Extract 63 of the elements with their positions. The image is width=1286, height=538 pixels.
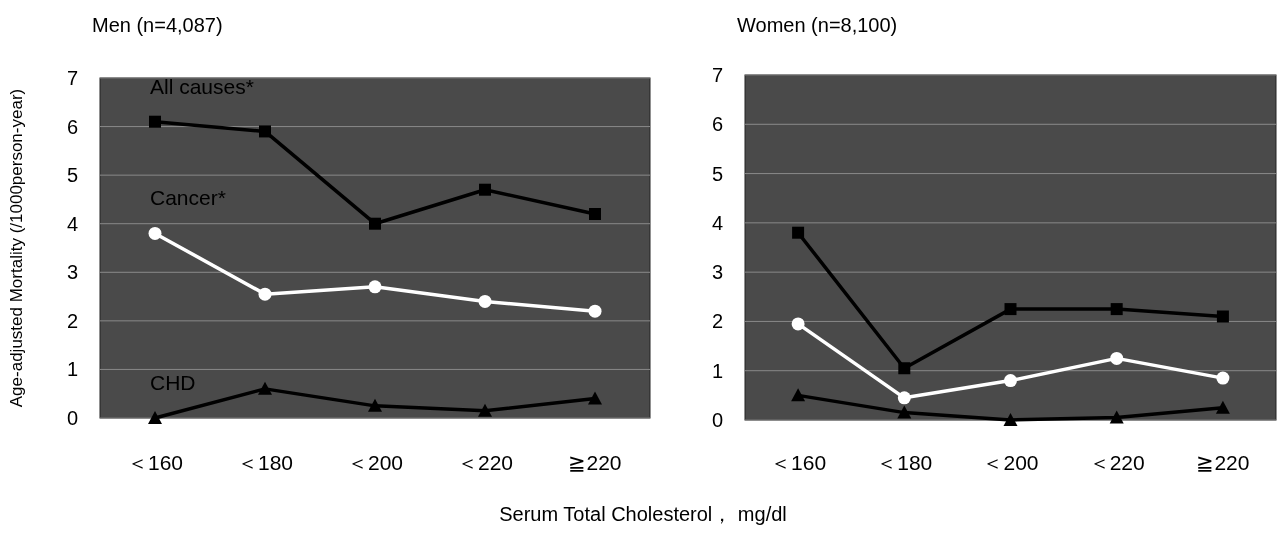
x-tick-label: ＜200 bbox=[982, 451, 1039, 474]
y-tick-label: 1 bbox=[711, 359, 723, 382]
point bbox=[1215, 400, 1230, 414]
point bbox=[1004, 374, 1017, 388]
y-tick-label: 5 bbox=[711, 162, 723, 185]
point bbox=[148, 411, 162, 424]
x-tick-label: ＜200 bbox=[346, 451, 404, 474]
point bbox=[1216, 310, 1229, 323]
x-axis-title: Serum Total Cholesterol， mg/dl bbox=[499, 503, 787, 525]
y-tick-label: 3 bbox=[711, 261, 723, 284]
point bbox=[1109, 410, 1124, 424]
x-tick-label: ＜220 bbox=[1088, 451, 1145, 474]
y-tick-label: 1 bbox=[66, 358, 78, 381]
chart-title: Men (n=4,087) bbox=[92, 14, 223, 36]
y-tick-label: 4 bbox=[711, 211, 723, 234]
point bbox=[148, 226, 162, 240]
series-label: Cancer* bbox=[150, 186, 226, 210]
x-tick-label: ＜180 bbox=[876, 451, 933, 474]
point bbox=[589, 208, 601, 220]
y-tick-label: 7 bbox=[711, 64, 723, 86]
y-tick-label: 2 bbox=[66, 309, 78, 332]
point bbox=[258, 287, 272, 301]
point bbox=[368, 280, 382, 294]
point bbox=[897, 391, 911, 405]
point bbox=[1216, 371, 1230, 385]
y-tick-label: 7 bbox=[66, 67, 78, 89]
y-tick-label: 4 bbox=[66, 212, 78, 235]
point bbox=[588, 391, 602, 405]
point bbox=[588, 304, 602, 318]
point bbox=[1004, 303, 1017, 316]
y-axis-title: Age-adjusted Mortality (/1000person-year) bbox=[7, 88, 26, 408]
y-tick-label: 6 bbox=[66, 115, 78, 138]
y-tick-label: 2 bbox=[711, 310, 723, 333]
point bbox=[792, 226, 805, 239]
x-tick-label: ≧220 bbox=[568, 451, 622, 474]
x-tick-label: ＜180 bbox=[236, 451, 294, 474]
point bbox=[791, 317, 805, 331]
y-tick-label: 3 bbox=[66, 261, 78, 284]
point bbox=[1003, 413, 1018, 426]
point bbox=[149, 115, 161, 128]
y-tick-label: 0 bbox=[711, 409, 723, 431]
point bbox=[1110, 303, 1123, 316]
series-label: CHD bbox=[150, 371, 196, 394]
chart-title: Women (n=8,100) bbox=[737, 14, 898, 36]
point bbox=[478, 403, 492, 417]
x-tick-label: ≧220 bbox=[1196, 451, 1250, 474]
y-tick-label: 5 bbox=[66, 164, 78, 187]
point bbox=[479, 183, 491, 196]
point bbox=[897, 405, 912, 419]
point bbox=[368, 398, 382, 412]
point bbox=[478, 294, 492, 308]
point bbox=[258, 381, 272, 395]
y-tick-label: 6 bbox=[711, 113, 723, 136]
x-tick-label: ＜220 bbox=[456, 451, 514, 474]
series-label: All causes* bbox=[150, 74, 254, 98]
point bbox=[791, 388, 806, 402]
point bbox=[898, 362, 911, 375]
x-tick-label: ＜160 bbox=[770, 451, 827, 474]
x-tick-label: ＜160 bbox=[126, 451, 184, 474]
y-tick-label: 0 bbox=[66, 407, 78, 429]
point bbox=[1110, 351, 1124, 365]
point bbox=[369, 217, 381, 230]
point bbox=[259, 125, 271, 138]
